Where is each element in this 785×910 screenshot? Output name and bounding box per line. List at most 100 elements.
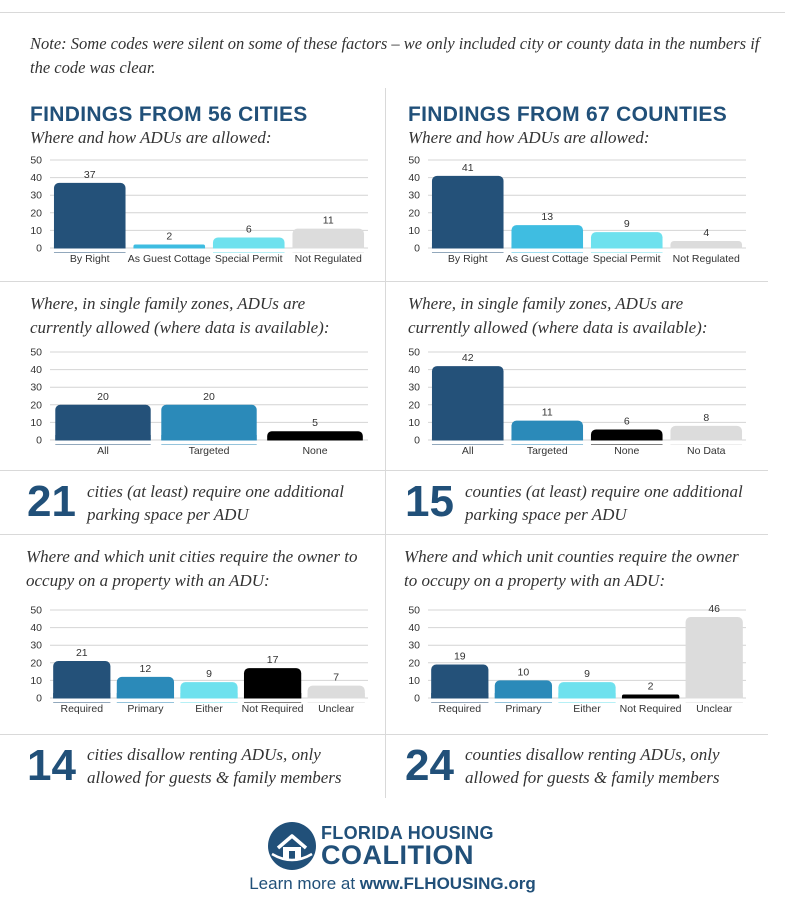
y-tick-label: 10 bbox=[30, 417, 42, 429]
y-tick-label: 50 bbox=[30, 347, 42, 359]
column-divider bbox=[385, 88, 386, 798]
y-tick-label: 20 bbox=[30, 399, 42, 411]
cities-zones-chart: 0 10 20 30 40 50 20 All 20 Targeted 5 None bbox=[30, 347, 370, 457]
category-label: Unclear bbox=[696, 703, 733, 715]
bar bbox=[53, 182, 126, 253]
section-divider bbox=[0, 734, 768, 735]
y-tick-label: 20 bbox=[408, 399, 420, 411]
logo-text-line2: COALITION bbox=[321, 840, 474, 870]
y-tick-label: 20 bbox=[408, 657, 420, 669]
bar bbox=[431, 175, 504, 253]
category-label: Either bbox=[573, 703, 601, 715]
bar-base bbox=[431, 435, 504, 445]
data-label: 37 bbox=[84, 169, 96, 181]
data-label: 21 bbox=[76, 647, 88, 659]
data-label: 4 bbox=[703, 227, 709, 239]
learn-more-text: Learn more at www.FLHOUSING.org bbox=[0, 874, 785, 894]
bar-base bbox=[212, 243, 285, 253]
cities-owner-chart: 0 10 20 30 40 50 21 Required 12 Primary 9 Either 17 N… bbox=[30, 605, 370, 715]
bar-base bbox=[431, 243, 504, 253]
y-tick-label: 40 bbox=[30, 622, 42, 634]
bar-base bbox=[670, 244, 743, 252]
category-label: Primary bbox=[505, 703, 542, 715]
y-tick-label: 20 bbox=[30, 207, 42, 219]
y-tick-label: 40 bbox=[30, 364, 42, 376]
bar-base bbox=[243, 693, 302, 703]
category-label: Either bbox=[195, 703, 223, 715]
category-label: Unclear bbox=[318, 703, 355, 715]
y-tick-label: 30 bbox=[408, 190, 420, 202]
category-label: All bbox=[462, 445, 474, 457]
bar-base bbox=[511, 435, 584, 445]
y-tick-label: 40 bbox=[408, 622, 420, 634]
data-label: 41 bbox=[462, 162, 474, 174]
data-label: 20 bbox=[97, 391, 109, 403]
top-divider bbox=[0, 12, 785, 13]
data-label: 20 bbox=[203, 391, 215, 403]
baseline-mask bbox=[426, 248, 748, 253]
category-label: Not Regulated bbox=[673, 253, 740, 265]
bar-base bbox=[55, 435, 151, 445]
bar-base bbox=[621, 696, 680, 700]
cities-renting-text: cities disallow renting ADUs, only allow… bbox=[87, 745, 342, 787]
data-label: 13 bbox=[541, 211, 553, 223]
data-label: 2 bbox=[166, 230, 172, 242]
methodology-note: Note: Some codes were silent on some of … bbox=[30, 34, 760, 77]
data-label: 6 bbox=[624, 415, 630, 427]
data-label: 9 bbox=[206, 668, 212, 680]
counties-heading: FINDINGS FROM 67 COUNTIES bbox=[408, 103, 728, 126]
website-link[interactable]: www.FLHOUSING.org bbox=[359, 874, 536, 893]
counties-parking-text: counties (at least) require one addition… bbox=[465, 482, 743, 524]
y-tick-label: 40 bbox=[408, 364, 420, 376]
section-divider bbox=[0, 281, 768, 282]
cities-question-how: Where and how ADUs are allowed: bbox=[30, 128, 272, 147]
cities-renting-number: 14 bbox=[27, 741, 76, 790]
counties-zones-chart: 0 10 20 30 40 50 42 All 11 Targeted 6 None 8 No Data bbox=[408, 347, 748, 457]
bar-base bbox=[431, 693, 489, 703]
category-label: As Guest Cottage bbox=[128, 253, 211, 265]
category-label: None bbox=[614, 445, 639, 457]
category-label: Targeted bbox=[189, 445, 230, 457]
data-label: 9 bbox=[584, 668, 590, 680]
baseline-mask bbox=[48, 248, 370, 253]
bar bbox=[685, 617, 743, 703]
y-tick-label: 0 bbox=[36, 243, 42, 255]
y-tick-label: 20 bbox=[408, 207, 420, 219]
bar-base bbox=[161, 435, 257, 445]
category-label: Primary bbox=[127, 703, 164, 715]
baseline-mask bbox=[48, 698, 370, 703]
bar-base bbox=[53, 693, 111, 703]
data-label: 42 bbox=[462, 352, 474, 364]
cities-heading: FINDINGS FROM 56 CITIES bbox=[30, 103, 308, 126]
category-label: All bbox=[97, 445, 109, 457]
bar-base bbox=[558, 693, 616, 703]
category-label: Required bbox=[438, 703, 481, 715]
counties-renting-text: counties disallow renting ADUs, only all… bbox=[465, 745, 720, 787]
counties-question-zones: Where, in single family zones, ADUs are … bbox=[408, 294, 708, 337]
y-tick-label: 50 bbox=[408, 605, 420, 617]
counties-parking-number: 15 bbox=[405, 477, 454, 526]
data-label: 19 bbox=[454, 651, 466, 663]
bar-base bbox=[180, 693, 238, 703]
bar bbox=[431, 366, 504, 445]
section-divider bbox=[0, 534, 768, 535]
category-label: By Right bbox=[70, 253, 110, 265]
y-tick-label: 50 bbox=[408, 155, 420, 167]
bar-base bbox=[590, 435, 663, 445]
y-tick-label: 30 bbox=[30, 640, 42, 652]
y-tick-label: 0 bbox=[414, 435, 420, 447]
category-label: Not Required bbox=[620, 703, 682, 715]
category-label: By Right bbox=[448, 253, 488, 265]
data-label: 6 bbox=[246, 223, 252, 235]
florida-housing-coalition-logo[interactable]: FLORIDA HOUSING COALITION bbox=[266, 820, 506, 872]
category-label: Special Permit bbox=[593, 253, 661, 265]
counties-owner-chart: 0 10 20 30 40 50 19 Required 10 Primary 9 Either 2 No… bbox=[408, 603, 748, 715]
y-tick-label: 0 bbox=[36, 693, 42, 705]
baseline-mask bbox=[426, 440, 748, 445]
y-tick-label: 10 bbox=[408, 225, 420, 237]
category-label: Not Regulated bbox=[295, 253, 362, 265]
y-tick-label: 50 bbox=[30, 155, 42, 167]
cities-parking-text: cities (at least) require one additional… bbox=[87, 482, 345, 524]
y-tick-label: 0 bbox=[36, 435, 42, 447]
cities-question-owner: Where and which unit cities require the … bbox=[26, 547, 358, 590]
